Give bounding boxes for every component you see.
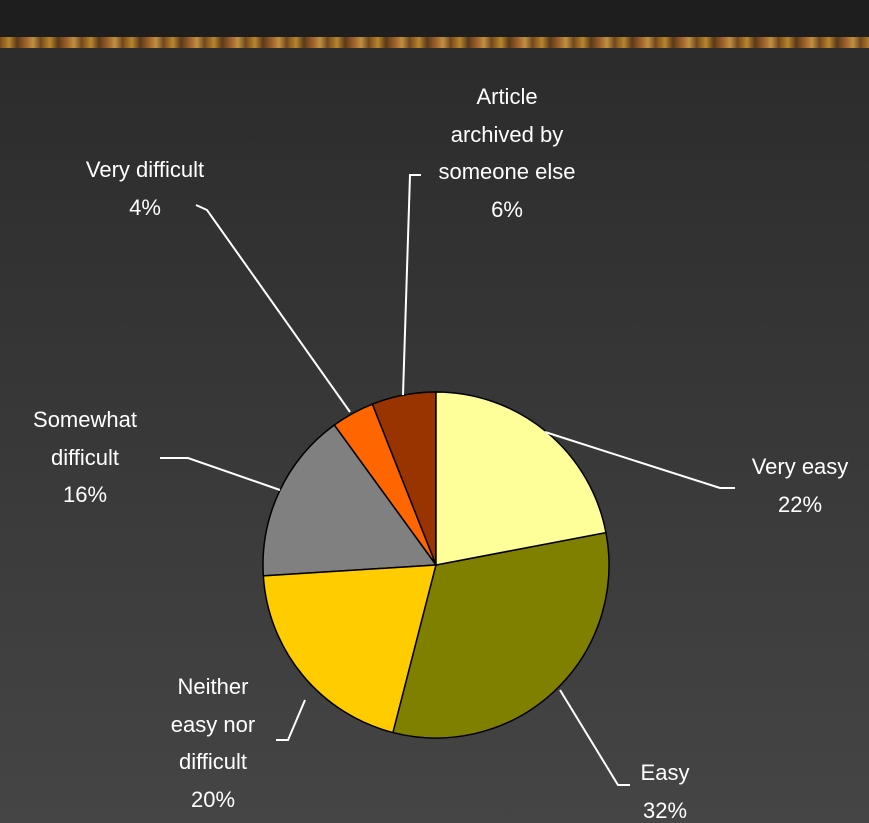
slice-label: Very easy 22% bbox=[725, 448, 869, 523]
pie-slice bbox=[262, 423, 438, 577]
value-label: 20% bbox=[190, 786, 236, 812]
category-label: Easy bbox=[640, 760, 690, 785]
category-label: Neither easy nor difficult bbox=[170, 674, 256, 774]
value-label: 4% bbox=[129, 194, 161, 220]
value-label: 32% bbox=[642, 797, 688, 823]
pie-slice bbox=[262, 564, 437, 734]
category-label: Very difficult bbox=[85, 157, 205, 182]
leader-line bbox=[544, 431, 735, 489]
chart: Very easy 22% Easy 32% Neither easy nor diff… bbox=[0, 88, 869, 823]
slice-label: Neither easy nor difficult 20% bbox=[153, 668, 273, 818]
category-label: Somewhat difficult bbox=[33, 407, 137, 470]
slice-label: Article archived by someone else 6% bbox=[432, 88, 582, 228]
value-label: 22% bbox=[777, 491, 823, 517]
slice-label: Easy 32% bbox=[615, 754, 715, 823]
leader-line bbox=[195, 204, 351, 413]
value-label: 16% bbox=[62, 482, 108, 507]
banner-stripe bbox=[0, 37, 869, 48]
value-label: 6% bbox=[491, 196, 523, 222]
category-label: Very easy bbox=[751, 454, 849, 479]
slice-label: Somewhat difficult 16% bbox=[5, 401, 165, 514]
slice-label: Very difficult 4% bbox=[85, 151, 205, 226]
leader-line bbox=[559, 689, 630, 786]
leader-line bbox=[276, 699, 306, 741]
leader-line bbox=[160, 457, 281, 491]
category-label: Article archived by someone else bbox=[438, 88, 576, 184]
chart-svg bbox=[160, 174, 735, 786]
leader-line bbox=[402, 174, 421, 396]
pie-slice bbox=[392, 531, 610, 739]
banner bbox=[0, 0, 869, 48]
